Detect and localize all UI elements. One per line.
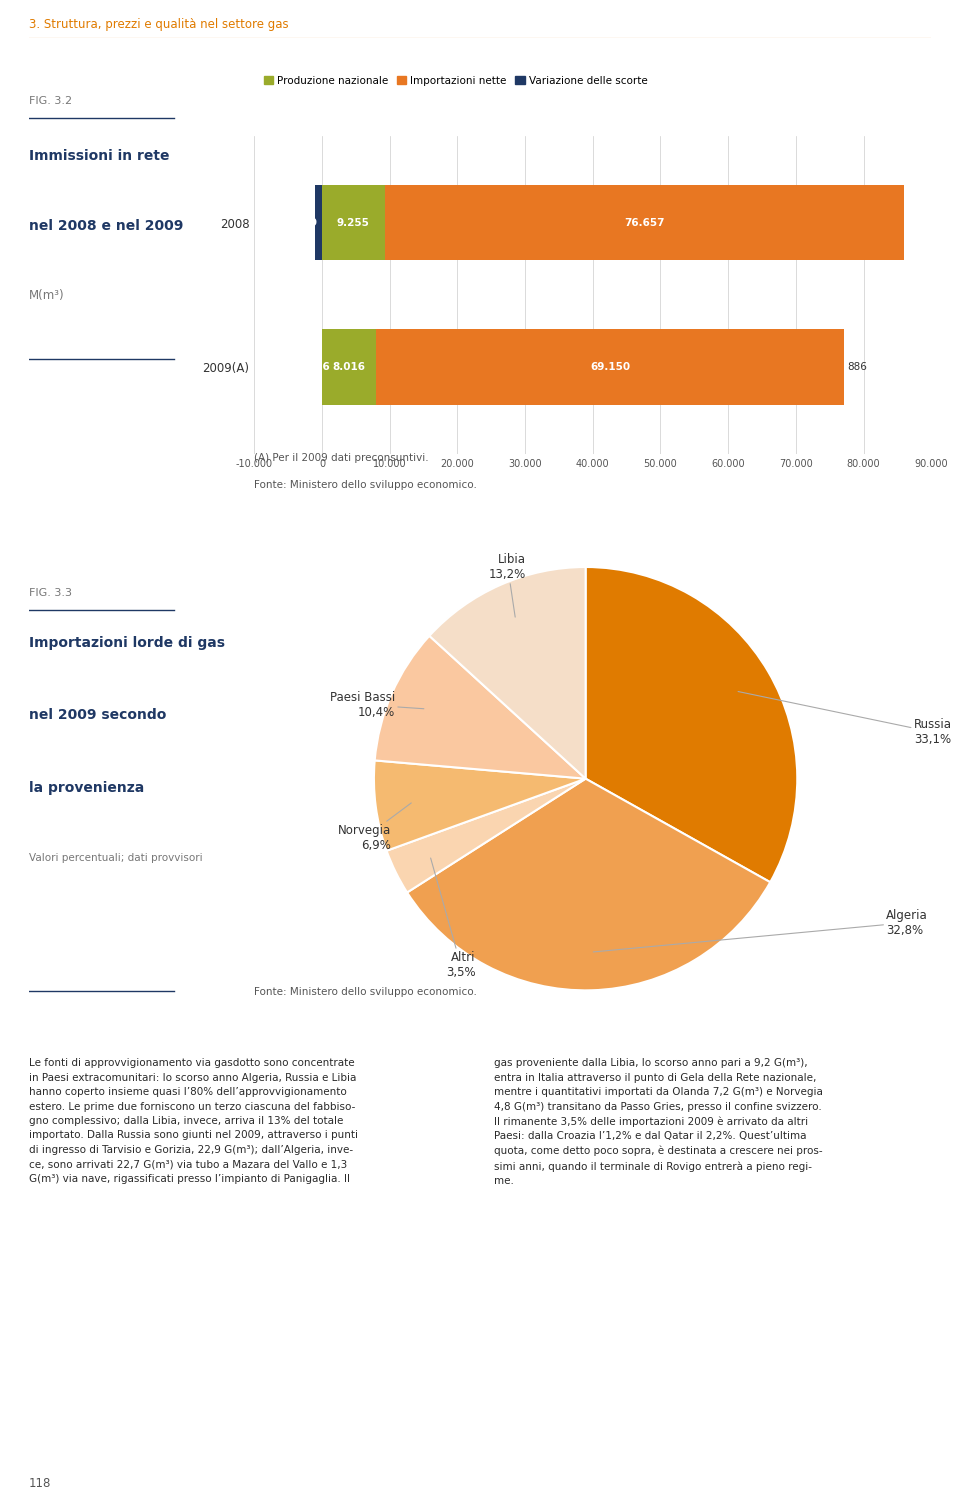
- Text: la provenienza: la provenienza: [29, 780, 144, 795]
- Text: M(m³): M(m³): [29, 289, 64, 302]
- Text: Immissioni in rete: Immissioni in rete: [29, 150, 169, 163]
- Text: 69.150: 69.150: [590, 361, 631, 372]
- Bar: [315, 184, 322, 260]
- Bar: [322, 184, 385, 260]
- Text: nel 2009 secondo: nel 2009 secondo: [29, 708, 166, 723]
- Text: gas proveniente dalla Libia, lo scorso anno pari a 9,2 G(m³),
entra in Italia at: gas proveniente dalla Libia, lo scorso a…: [494, 1058, 824, 1185]
- Text: nel 2008 e nel 2009: nel 2008 e nel 2009: [29, 219, 183, 233]
- Text: Le fonti di approvvigionamento via gasdotto sono concentrate
in Paesi extracomun: Le fonti di approvvigionamento via gasdo…: [29, 1058, 358, 1184]
- Text: (A) Per il 2009 dati preconsuntivi.: (A) Per il 2009 dati preconsuntivi.: [254, 454, 429, 463]
- Text: Fonte: Ministero dello sviluppo economico.: Fonte: Ministero dello sviluppo economic…: [254, 479, 477, 490]
- Text: Importazioni lorde di gas: Importazioni lorde di gas: [29, 637, 225, 650]
- Wedge shape: [374, 637, 586, 779]
- Legend: Produzione nazionale, Importazioni nette, Variazione delle scorte: Produzione nazionale, Importazioni nette…: [259, 71, 652, 89]
- Text: Paesi Bassi
10,4%: Paesi Bassi 10,4%: [330, 691, 424, 718]
- Text: -1.029: -1.029: [280, 218, 317, 228]
- Text: Libia
13,2%: Libia 13,2%: [489, 553, 526, 617]
- Wedge shape: [374, 761, 586, 851]
- Wedge shape: [387, 779, 586, 892]
- Text: 9.255: 9.255: [337, 218, 370, 228]
- Text: Fonte: Ministero dello sviluppo economico.: Fonte: Ministero dello sviluppo economic…: [254, 986, 477, 996]
- Text: 886: 886: [848, 361, 868, 372]
- Bar: [376, 330, 845, 405]
- Text: 118: 118: [29, 1477, 51, 1489]
- Text: Algeria
32,8%: Algeria 32,8%: [593, 909, 928, 953]
- Bar: [385, 184, 903, 260]
- Bar: [322, 330, 376, 405]
- Text: FIG. 3.2: FIG. 3.2: [29, 97, 72, 106]
- Wedge shape: [429, 567, 586, 779]
- Bar: [322, 330, 328, 405]
- Text: Altri
3,5%: Altri 3,5%: [431, 857, 475, 978]
- Text: 8.016: 8.016: [333, 361, 366, 372]
- Text: FIG. 3.3: FIG. 3.3: [29, 588, 72, 597]
- Text: Russia
33,1%: Russia 33,1%: [738, 691, 951, 745]
- Text: 76.657: 76.657: [624, 218, 664, 228]
- Wedge shape: [407, 779, 770, 990]
- Text: Norvegia
6,9%: Norvegia 6,9%: [338, 803, 411, 851]
- Wedge shape: [586, 567, 797, 881]
- Text: Valori percentuali; dati provvisori: Valori percentuali; dati provvisori: [29, 853, 203, 863]
- Text: 886: 886: [308, 361, 330, 372]
- Text: 3. Struttura, prezzi e qualità nel settore gas: 3. Struttura, prezzi e qualità nel setto…: [29, 18, 288, 30]
